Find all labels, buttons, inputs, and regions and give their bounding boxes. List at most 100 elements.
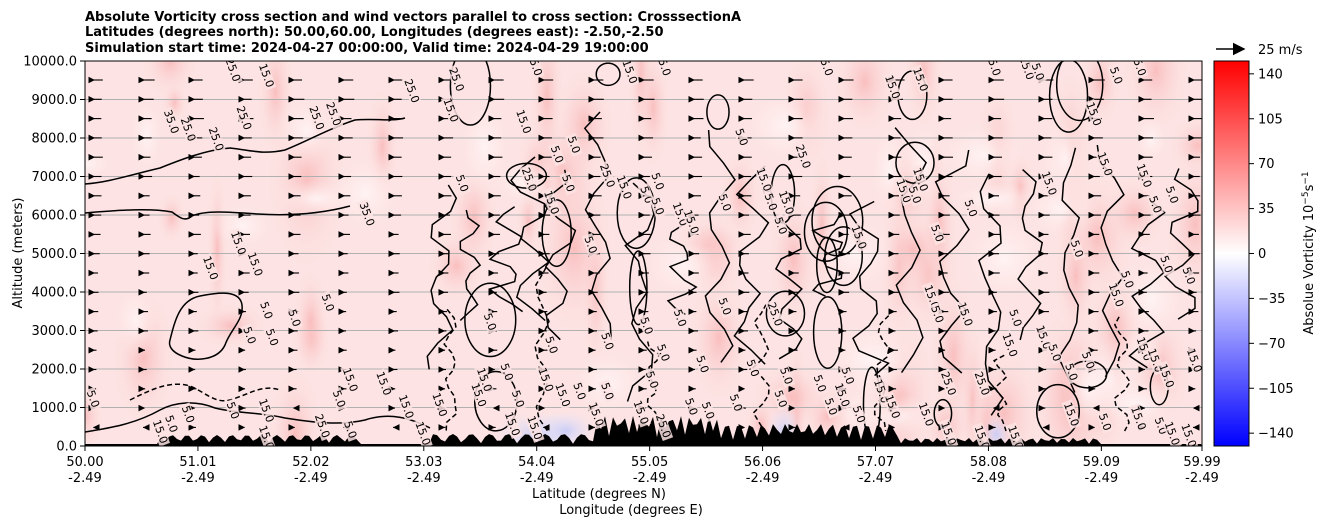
contour-label-text: 5.0 [548, 144, 566, 165]
contour-label-background [559, 171, 577, 196]
contour-label-background [938, 368, 959, 399]
contour-label-background [753, 164, 774, 195]
contour-label-background [240, 323, 259, 348]
contour-label-background [1178, 420, 1199, 446]
vorticity-cell-weak [128, 95, 165, 176]
contour-label: 5.0 [771, 386, 790, 411]
contour-label-background [910, 64, 931, 95]
contour-label-background [971, 368, 992, 399]
contour-label-background [815, 61, 836, 80]
contour-label-background [999, 330, 1020, 361]
contour-label-text: 5.0 [162, 413, 180, 434]
vorticity-cell-weak [275, 93, 338, 169]
contour-label-background [468, 380, 489, 411]
contour-label: 5.0 [162, 411, 180, 436]
x-tick-label-latitude: 56.06 [744, 455, 781, 470]
contour-label: 5.0 [285, 306, 303, 331]
quiver-key-label: 25 m/s [1258, 43, 1303, 58]
contour-label-background [474, 364, 495, 395]
contour-label-text: 5.0 [224, 400, 242, 421]
contour-label-background [453, 171, 471, 196]
contour-label: 5.0 [928, 221, 946, 246]
contour-label: 5.0 [648, 194, 667, 219]
contour-label-background [955, 299, 976, 330]
x-tick-label-longitude: -2.49 [407, 471, 441, 486]
contour-label-text: 5.0 [1180, 265, 1198, 286]
contour-label-background [150, 416, 171, 446]
contour-label: 5.0 [732, 125, 751, 150]
colorbar-ticks: 140 105 70 35 0 −35 −70 −105 −140 [1249, 67, 1294, 442]
contour-label-background [1094, 149, 1115, 180]
x-tick-label-latitude: 54.04 [518, 455, 555, 470]
contour-label: 5.0 [671, 306, 689, 331]
contour-label-background [643, 367, 661, 392]
contour-label: 5.0 [693, 352, 711, 377]
contour-label-background [205, 124, 226, 155]
contour-label-background [1028, 61, 1047, 84]
contour-label-text: 5.0 [643, 369, 661, 390]
contour-line [488, 206, 524, 313]
contour-label-background [669, 199, 690, 230]
contour-label-background [535, 364, 556, 395]
contour-label-text: 5.0 [771, 388, 789, 409]
contour-label-background [653, 61, 674, 80]
contour-label-background [524, 412, 545, 443]
contour-label: 5.0 [263, 325, 281, 350]
contour-label-text: 5.0 [811, 373, 829, 394]
contour-label-text: 5.0 [771, 215, 789, 236]
vorticity-cell-positive [636, 61, 670, 171]
contour-label: 5.0 [822, 394, 840, 419]
contour-label-background [446, 64, 467, 95]
colorbar-label-unit: s [1302, 184, 1317, 191]
y-tick-label: 10000.0 [23, 55, 77, 70]
contour-label: 5.0 [559, 171, 577, 196]
contour-loop [765, 290, 806, 337]
contour-label-background [1083, 99, 1104, 130]
contour-loop [1048, 61, 1089, 133]
contour-label-background [1068, 236, 1086, 261]
contour-label-background [928, 221, 946, 246]
x-tick-label-latitude: 57.07 [857, 455, 894, 470]
contour-label-background [570, 379, 589, 404]
contour-line [1128, 200, 1166, 369]
contour-label-background [85, 386, 102, 411]
contour-label-text: 5.0 [453, 173, 471, 194]
chart-title-line-1: Absolute Vorticity cross section and win… [85, 10, 741, 25]
contour-label-background [771, 213, 790, 238]
contour-label-background [1079, 348, 1097, 373]
vorticity-cell-weak [112, 282, 159, 359]
contour-label-background [598, 329, 617, 354]
vorticity-cell-positive [1123, 61, 1189, 133]
contour-line [704, 129, 736, 363]
contour-loop [168, 292, 243, 360]
contour-label-background [915, 399, 936, 430]
contour-loop [628, 250, 648, 326]
contour-line [459, 209, 482, 321]
contour-label-text: 5.0 [285, 308, 303, 329]
vorticity-cell-positive [1055, 212, 1097, 340]
contour-label: 5.0 [648, 169, 667, 194]
y-tick-label: 2000.0 [32, 363, 78, 378]
contour-label-background [1163, 182, 1181, 207]
contour-label-text: 5.0 [598, 381, 616, 402]
y-tick-label: 9000.0 [32, 93, 78, 108]
contour-label-background [373, 368, 394, 399]
contour-label-background [429, 389, 450, 420]
contour-label: 5.0 [1045, 340, 1064, 365]
contour-loop [1055, 61, 1104, 122]
contour-label-background [412, 418, 433, 446]
colorbar-tick-label: 140 [1258, 67, 1283, 82]
contour-label: 5.0 [637, 313, 656, 338]
contour-label-background [776, 187, 797, 218]
vorticity-cell-weak [869, 118, 909, 225]
contour-label: 5.0 [1028, 61, 1047, 84]
x-tick-label-latitude: 55.05 [631, 455, 668, 470]
contour-label: 5.0 [850, 402, 868, 427]
contour-label-background [312, 410, 333, 441]
contour-line [85, 402, 431, 433]
contour-line [85, 117, 406, 185]
contour-label: 5.0 [777, 363, 795, 388]
contour-label-background [699, 398, 717, 423]
contour-label-background [1179, 263, 1198, 288]
contour-label-background [481, 309, 499, 334]
